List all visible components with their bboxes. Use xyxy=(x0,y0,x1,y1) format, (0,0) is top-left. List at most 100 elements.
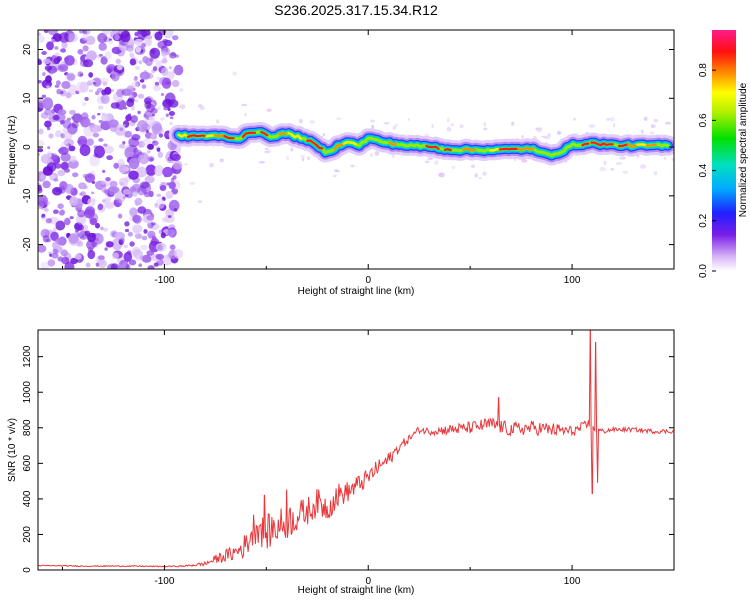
noise-blob xyxy=(55,237,65,246)
noise-blob xyxy=(143,229,148,234)
noise-blob xyxy=(47,30,59,36)
noise-blob xyxy=(384,122,390,125)
noise-blob xyxy=(68,159,79,169)
noise-blob xyxy=(156,193,162,198)
noise-blob xyxy=(134,99,139,103)
y-tick-label: -10 xyxy=(22,188,33,203)
noise-blob xyxy=(135,46,142,53)
noise-blob xyxy=(137,93,145,99)
noise-blob xyxy=(66,232,71,237)
noise-blob xyxy=(152,66,158,72)
ridge-core xyxy=(461,147,477,152)
noise-blob xyxy=(42,97,54,110)
y-tick-label: 1200 xyxy=(22,345,33,368)
noise-blob xyxy=(85,262,91,268)
ridge-core xyxy=(425,144,440,150)
noise-blob xyxy=(47,65,58,74)
noise-blob xyxy=(88,72,94,78)
noise-blob xyxy=(653,118,659,123)
noise-blob xyxy=(104,86,112,95)
colorbar-tick-label: 0.4 xyxy=(698,163,709,177)
spectrogram-frame xyxy=(37,29,675,270)
noise-blob xyxy=(557,130,562,135)
snr-xlabel: Height of straight line (km) xyxy=(298,585,415,596)
noise-blob xyxy=(78,182,87,190)
noise-blob xyxy=(391,153,395,159)
noise-blob xyxy=(97,259,108,269)
noise-blob xyxy=(118,164,127,174)
noise-blob xyxy=(446,117,450,123)
x-tick-label: 100 xyxy=(564,576,581,587)
noise-blob xyxy=(133,149,143,157)
noise-blob xyxy=(146,250,154,256)
noise-blob xyxy=(133,77,138,82)
noise-blob xyxy=(370,119,376,123)
noise-blob xyxy=(77,71,84,78)
noise-blob xyxy=(57,64,69,73)
noise-blob xyxy=(118,239,123,244)
noise-blob xyxy=(82,33,89,41)
ridge-core xyxy=(260,130,269,137)
noise-blob xyxy=(54,52,60,57)
noise-blob xyxy=(137,206,147,214)
y-tick-label: 1000 xyxy=(22,381,33,404)
noise-blob xyxy=(139,181,150,189)
noise-blob xyxy=(111,88,115,93)
noise-blob xyxy=(131,191,138,197)
noise-blob xyxy=(131,106,135,111)
ridge-core xyxy=(342,141,358,146)
noise-blob xyxy=(65,92,72,99)
colorbar-tick-label: 0.8 xyxy=(698,63,709,77)
noise-blob xyxy=(64,183,74,194)
noise-blob xyxy=(43,30,49,34)
noise-blob xyxy=(54,46,59,50)
noise-blob xyxy=(137,30,146,35)
noise-blob xyxy=(160,93,165,96)
noise-blob xyxy=(97,32,108,44)
ridge-core xyxy=(645,143,657,147)
noise-blob xyxy=(86,81,93,86)
noise-blob xyxy=(38,35,45,43)
ridge-core xyxy=(241,131,257,138)
noise-blob xyxy=(153,262,159,267)
noise-blob xyxy=(58,32,70,43)
noise-blob xyxy=(146,35,153,40)
noise-blob xyxy=(165,190,174,199)
noise-blob xyxy=(154,31,163,41)
noise-blob xyxy=(98,105,104,110)
noise-blob xyxy=(139,79,145,83)
noise-blob xyxy=(51,109,56,115)
noise-blob xyxy=(429,157,434,160)
noise-blob xyxy=(162,166,174,178)
noise-blob xyxy=(603,160,607,166)
noise-blob xyxy=(103,227,108,232)
noise-blob xyxy=(232,71,237,76)
noise-blob xyxy=(46,85,50,89)
noise-blob xyxy=(104,189,110,195)
noise-blob xyxy=(152,84,161,92)
noise-blob xyxy=(147,230,156,239)
y-tick-label: 400 xyxy=(22,490,33,507)
noise-blob xyxy=(157,106,161,111)
noise-blob xyxy=(172,35,179,41)
noise-blob xyxy=(588,124,596,128)
noise-blob xyxy=(115,58,122,64)
noise-blob xyxy=(47,259,56,267)
noise-blob xyxy=(149,157,154,162)
noise-blob xyxy=(131,81,139,88)
noise-blob xyxy=(82,101,86,107)
noise-blob xyxy=(116,64,123,71)
noise-blob xyxy=(146,215,155,221)
noise-blob xyxy=(140,36,145,41)
noise-blob xyxy=(132,214,140,223)
noise-blob xyxy=(40,261,50,269)
noise-blob xyxy=(474,173,478,178)
noise-blob xyxy=(144,192,151,198)
noise-blob xyxy=(161,58,168,64)
noise-blob xyxy=(118,144,125,149)
noise-blob xyxy=(300,154,305,158)
noise-blob xyxy=(122,124,126,127)
noise-blob xyxy=(244,112,247,117)
noise-blob xyxy=(52,33,62,42)
noise-blob xyxy=(622,170,629,174)
